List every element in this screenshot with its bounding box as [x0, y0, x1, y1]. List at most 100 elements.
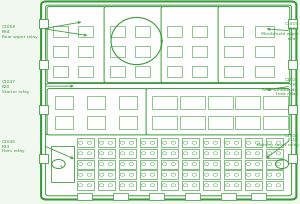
Bar	[161, 139, 178, 147]
Bar	[119, 160, 136, 169]
Bar	[208, 117, 233, 130]
Bar	[110, 47, 125, 58]
Bar	[140, 181, 157, 190]
Bar	[98, 170, 115, 179]
Bar	[51, 146, 74, 183]
Bar	[236, 117, 260, 130]
Bar	[119, 139, 136, 147]
Bar	[203, 139, 220, 147]
Bar	[119, 170, 136, 179]
Bar	[224, 139, 241, 147]
Bar	[245, 181, 262, 190]
Bar	[110, 67, 125, 78]
Bar	[224, 149, 241, 158]
Bar	[203, 170, 220, 179]
Bar	[288, 20, 297, 29]
FancyBboxPatch shape	[161, 8, 220, 83]
Bar	[167, 67, 182, 78]
Bar	[203, 181, 220, 190]
Text: C1019
K160
Windshield wiper
relay: C1019 K160 Windshield wiper relay	[261, 22, 298, 41]
Bar	[245, 139, 262, 147]
Bar	[288, 106, 297, 115]
FancyBboxPatch shape	[46, 84, 292, 137]
Bar	[288, 61, 297, 70]
Text: C1004
K113
Battery saver relay: C1004 K113 Battery saver relay	[256, 133, 298, 147]
Bar	[203, 149, 220, 158]
Bar	[182, 160, 199, 169]
Bar	[135, 47, 150, 58]
Bar	[224, 27, 243, 37]
Bar	[266, 170, 283, 179]
Bar	[98, 181, 115, 190]
Bar	[161, 160, 178, 169]
Bar	[255, 47, 274, 58]
Bar	[224, 181, 241, 190]
Bar	[119, 181, 136, 190]
Text: C1045
K33
Horn relay: C1045 K33 Horn relay	[2, 139, 24, 153]
Bar	[224, 160, 241, 169]
Bar	[140, 170, 157, 179]
Bar	[161, 149, 178, 158]
Bar	[56, 96, 73, 109]
Bar	[236, 96, 260, 109]
Bar	[182, 139, 199, 147]
Bar	[78, 47, 93, 58]
Bar	[78, 67, 93, 78]
Bar	[263, 96, 288, 109]
Bar	[180, 117, 205, 130]
Bar	[77, 149, 94, 158]
Bar	[184, 193, 200, 200]
Bar	[76, 193, 92, 200]
Bar	[119, 149, 136, 158]
FancyBboxPatch shape	[41, 2, 296, 200]
Bar	[245, 170, 262, 179]
Bar	[167, 47, 182, 58]
Bar	[148, 193, 164, 200]
Bar	[255, 67, 274, 78]
Bar	[255, 27, 274, 37]
Bar	[112, 193, 128, 200]
Bar	[140, 149, 157, 158]
Bar	[39, 155, 48, 164]
Bar	[182, 149, 199, 158]
Bar	[161, 181, 178, 190]
Bar	[77, 170, 94, 179]
Bar	[110, 27, 125, 37]
Bar	[39, 106, 48, 115]
FancyBboxPatch shape	[46, 6, 292, 87]
Bar	[152, 117, 177, 130]
Bar	[135, 27, 150, 37]
Bar	[87, 117, 105, 130]
Bar	[98, 149, 115, 158]
Bar	[288, 155, 297, 164]
Bar	[192, 67, 207, 78]
Bar	[77, 160, 94, 169]
Bar	[180, 96, 205, 109]
Bar	[77, 139, 94, 147]
Bar	[266, 160, 283, 169]
Bar	[250, 193, 266, 200]
Bar	[77, 181, 94, 190]
Bar	[39, 61, 48, 70]
Bar	[266, 139, 283, 147]
Bar	[245, 149, 262, 158]
Bar	[53, 47, 68, 58]
Bar	[245, 160, 262, 169]
Bar	[167, 27, 182, 37]
Bar	[224, 67, 243, 78]
Bar	[53, 67, 68, 78]
Bar	[78, 27, 93, 37]
Text: *: *	[60, 164, 63, 169]
Bar	[119, 96, 137, 109]
Text: C1047
K20
Starter relay: C1047 K20 Starter relay	[2, 80, 29, 94]
Text: C1021
K1
Rear window de-
frost relay: C1021 K1 Rear window de- frost relay	[262, 77, 298, 96]
Bar	[192, 47, 207, 58]
Bar	[135, 67, 150, 78]
FancyBboxPatch shape	[46, 134, 292, 196]
Bar	[266, 149, 283, 158]
Bar	[152, 96, 177, 109]
Bar	[266, 181, 283, 190]
Bar	[192, 27, 207, 37]
Bar	[224, 170, 241, 179]
Bar	[53, 27, 68, 37]
